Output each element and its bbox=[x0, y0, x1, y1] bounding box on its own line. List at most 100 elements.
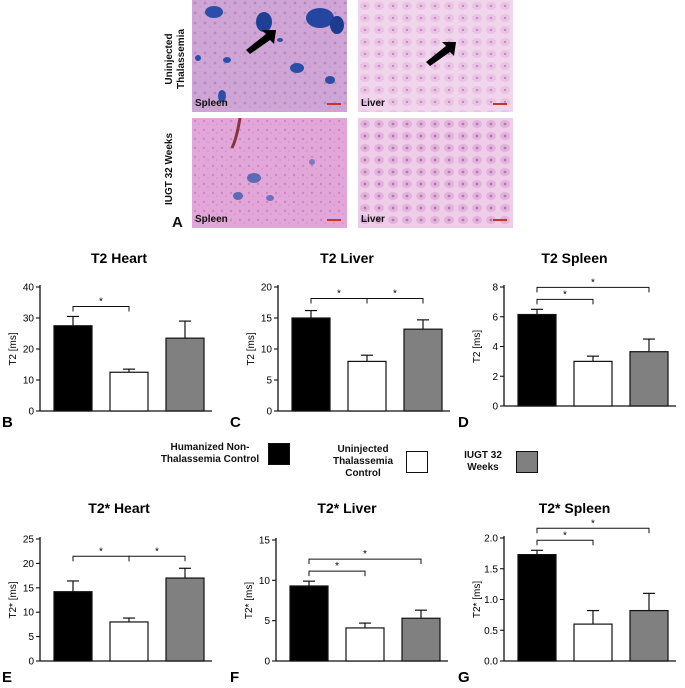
panel-label: B bbox=[2, 414, 13, 431]
y-tick-label: 15 bbox=[259, 536, 271, 547]
significance-bracket bbox=[366, 298, 424, 304]
legend-label-uninjected: Uninjected Thalassemia Control bbox=[332, 444, 394, 479]
y-tick-label: 2.0 bbox=[484, 534, 498, 545]
chart-title: T2* Liver bbox=[317, 500, 377, 516]
row-label-uninjected: Uninjected Thalassemia bbox=[164, 28, 187, 90]
tissue-label-liver-2: Liver bbox=[361, 214, 385, 225]
panel-label-a: A bbox=[172, 214, 183, 231]
y-tick-label: 20 bbox=[23, 345, 35, 356]
panel-label: E bbox=[2, 669, 12, 686]
y-tick-label: 5 bbox=[28, 632, 34, 643]
panel-label: G bbox=[458, 669, 470, 686]
y-tick-label: 5 bbox=[266, 376, 272, 387]
micrograph-iugt-liver: Liver bbox=[358, 118, 513, 228]
bar-3 bbox=[165, 577, 205, 662]
significance-star: * bbox=[99, 296, 103, 307]
legend-swatch-control bbox=[268, 443, 290, 465]
liver-stain-image bbox=[358, 118, 513, 228]
significance-bracket bbox=[308, 558, 422, 565]
y-tick-label: 10 bbox=[23, 608, 35, 619]
significance-bracket bbox=[536, 298, 594, 305]
micrograph-iugt-spleen: Spleen bbox=[192, 118, 347, 228]
y-tick-label: 0.5 bbox=[484, 626, 498, 637]
y-tick-label: 20 bbox=[23, 559, 35, 570]
significance-bracket bbox=[72, 305, 130, 312]
scale-bar bbox=[327, 219, 341, 221]
chart-t2-liver: T2 Liver T2 [ms] 0 5 10 15 20 * * C bbox=[230, 250, 450, 431]
bar-2 bbox=[347, 360, 387, 412]
panel-label: D bbox=[458, 414, 469, 431]
significance-bracket bbox=[536, 539, 594, 546]
chart-t2star-liver: T2* Liver T2* [ms] 0 5 10 15 * * F bbox=[230, 500, 448, 686]
significance-star: * bbox=[335, 561, 339, 572]
y-tick-label: 1.5 bbox=[484, 564, 498, 575]
significance-bracket bbox=[536, 527, 650, 534]
chart-title: T2 Heart bbox=[91, 250, 147, 266]
bar-3 bbox=[401, 617, 441, 662]
bar-1 bbox=[517, 554, 557, 662]
chart-title: T2* Heart bbox=[88, 500, 150, 516]
chart-t2-spleen: T2 Spleen T2 [ms] 0 2 4 6 8 * * D bbox=[458, 250, 676, 431]
y-tick-label: 0 bbox=[266, 407, 272, 418]
y-tick-label: 0 bbox=[28, 407, 34, 418]
legend-item-uninjected: Uninjected Thalassemia Control bbox=[328, 444, 428, 480]
tissue-label-liver-1: Liver bbox=[361, 98, 385, 109]
significance-star: * bbox=[591, 277, 595, 288]
bar-1 bbox=[53, 325, 93, 412]
significance-star: * bbox=[393, 289, 397, 300]
bar-2 bbox=[109, 621, 149, 662]
bar-2 bbox=[345, 627, 385, 662]
legend-swatch-uninjected bbox=[406, 451, 428, 473]
significance-star: * bbox=[363, 549, 367, 560]
micrograph-uninjected-liver: Liver bbox=[358, 0, 513, 112]
tissue-label-spleen-1: Spleen bbox=[195, 98, 228, 109]
y-tick-label: 10 bbox=[261, 345, 273, 356]
y-tick-label: 0 bbox=[264, 657, 270, 668]
scale-bar bbox=[493, 103, 507, 105]
significance-star: * bbox=[99, 546, 103, 557]
tissue-label-spleen-2: Spleen bbox=[195, 214, 228, 225]
y-tick-label: 6 bbox=[492, 312, 498, 323]
row-label-iugt: IUGT 32 Weeks bbox=[164, 132, 175, 206]
significance-star: * bbox=[155, 546, 159, 557]
significance-star: * bbox=[337, 289, 341, 300]
y-axis-label: T2* [ms] bbox=[472, 581, 483, 618]
bar-3 bbox=[165, 337, 205, 412]
y-tick-label: 0 bbox=[492, 402, 498, 413]
y-axis-label: T2 [ms] bbox=[246, 332, 257, 366]
y-tick-label: 15 bbox=[23, 583, 35, 594]
chart-title: T2 Liver bbox=[320, 250, 374, 266]
y-tick-label: 10 bbox=[23, 376, 35, 387]
y-tick-label: 15 bbox=[261, 314, 273, 325]
arrow-icon bbox=[424, 40, 460, 71]
bar-2 bbox=[109, 371, 149, 412]
spleen-stain-image bbox=[192, 0, 347, 112]
chart-title: T2* Spleen bbox=[539, 500, 611, 516]
scale-bar bbox=[327, 103, 341, 105]
y-axis-label: T2* [ms] bbox=[8, 581, 19, 618]
legend-swatch-iugt bbox=[516, 451, 538, 473]
y-tick-label: 2 bbox=[492, 372, 498, 383]
chart-t2star-spleen: T2* Spleen T2* [ms] 0.0 0.5 1.0 1.5 2.0 * * G bbox=[458, 500, 676, 686]
y-tick-label: 1.0 bbox=[484, 595, 498, 606]
panel-label: F bbox=[230, 669, 239, 686]
arrow-icon bbox=[244, 28, 280, 59]
significance-star: * bbox=[563, 530, 567, 541]
significance-bracket bbox=[128, 555, 186, 562]
spleen-stain-image bbox=[192, 118, 347, 228]
bar-1 bbox=[53, 591, 93, 662]
micrograph-uninjected-spleen: Spleen bbox=[192, 0, 347, 112]
y-tick-label: 25 bbox=[23, 535, 35, 546]
legend-label-control: Humanized Non-Thalassemia Control bbox=[160, 442, 260, 465]
y-tick-label: 0.0 bbox=[484, 657, 498, 668]
y-tick-label: 0 bbox=[28, 657, 34, 668]
y-tick-label: 20 bbox=[261, 283, 273, 294]
y-tick-label: 5 bbox=[264, 616, 270, 627]
y-tick-label: 40 bbox=[23, 283, 35, 294]
bar-3 bbox=[403, 328, 443, 412]
y-tick-label: 10 bbox=[259, 576, 271, 587]
y-axis-label: T2 [ms] bbox=[8, 332, 19, 366]
bar-3 bbox=[629, 609, 669, 662]
scale-bar bbox=[493, 219, 507, 221]
